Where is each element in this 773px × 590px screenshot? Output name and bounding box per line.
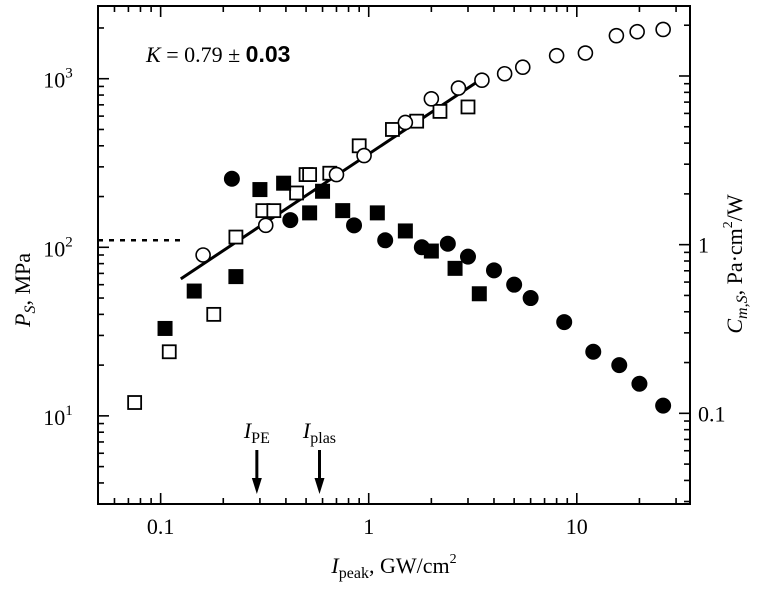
open-square-point <box>266 203 282 219</box>
open-circle-point <box>195 247 211 263</box>
y-tick-label: 101 <box>43 403 73 430</box>
open-square-point <box>127 395 143 410</box>
open-circle-point <box>514 59 531 76</box>
filled-circle-point <box>346 217 363 234</box>
filled-square-point <box>228 269 244 285</box>
x-tick-label: 1 <box>363 514 374 539</box>
y2-tick-label: 1 <box>698 233 709 258</box>
y2-axis-label-rest: , Pa·cm <box>722 228 747 295</box>
filled-square-point <box>157 320 173 336</box>
y2-tick-label: 0.1 <box>698 401 726 426</box>
open-circle-point <box>608 27 625 44</box>
x-axis-label-main: I <box>330 553 340 578</box>
open-circle-point <box>356 147 372 164</box>
open-circle-point <box>257 217 274 234</box>
y-axis-label-main: P <box>10 314 35 328</box>
open-square-point <box>161 344 177 360</box>
filled-circle-point <box>655 397 672 414</box>
y2-axis-label-rest2: /W <box>722 194 747 221</box>
filled-square-point <box>302 205 318 221</box>
filled-square-point <box>471 286 487 302</box>
y-tick-label: 103 <box>43 66 73 93</box>
x-axis-label-sup: 2 <box>450 552 457 567</box>
open-square-point <box>385 122 400 137</box>
filled-circle-point <box>413 239 430 256</box>
filled-circle-point <box>377 232 394 249</box>
axis-labels: Ipeak, GW/cm2 PS, MPa Cm,S, Pa·cm2/W K =… <box>10 41 751 582</box>
x-tick-label: 10 <box>566 514 588 539</box>
open-square-point <box>432 103 448 119</box>
arrow-label: Iplas <box>302 418 336 447</box>
filled-square-point <box>315 183 331 199</box>
filled-square-point <box>369 205 385 221</box>
arrow-head <box>314 478 325 494</box>
y-axis-label-sub: S <box>22 306 39 314</box>
filled-square-point <box>252 182 268 198</box>
filled-square-point <box>335 203 351 219</box>
filled-square-point <box>276 175 292 191</box>
plot-frame <box>97 5 691 505</box>
filled-circle-point <box>282 212 299 229</box>
filled-circle-point <box>439 235 456 252</box>
open-circle-point <box>397 114 414 131</box>
filled-circle-point <box>506 276 523 293</box>
open-square-point <box>206 306 222 322</box>
filled-circle-point <box>611 357 628 374</box>
y-axis-label-rest: , MPa <box>10 253 35 306</box>
open-circle-point <box>655 21 671 38</box>
x-axis-label: Ipeak, GW/cm2 <box>330 552 456 582</box>
filled-circle-point <box>522 290 539 307</box>
y-tick-label: 102 <box>43 234 73 261</box>
open-circle-point <box>328 166 345 183</box>
filled-circle-point <box>459 248 476 265</box>
y2-axis-label-main: C <box>722 319 747 334</box>
open-circle-point <box>496 65 513 82</box>
filled-circle-point <box>556 314 573 331</box>
filled-square-point <box>397 223 413 239</box>
x-tick-label: 0.1 <box>147 514 175 539</box>
axis-ticks: 0.1 1 10 101 102 103 0.1 1 <box>43 6 726 539</box>
filled-circle-point <box>485 262 502 279</box>
open-circle-point <box>548 47 565 64</box>
y2-axis-label-sup: 2 <box>721 221 736 228</box>
filled-square-point <box>447 260 463 276</box>
y-axis-label: PS, MPa <box>10 253 39 328</box>
y2-axis-label-sub: m,S <box>734 295 751 319</box>
open-circle-point <box>474 72 490 88</box>
threshold-arrows: IPE Iplas <box>243 418 336 494</box>
open-square-point <box>228 229 244 245</box>
k-error: 0.03 <box>246 41 291 67</box>
filled-square-point <box>186 283 202 299</box>
filled-circle-point <box>631 375 648 392</box>
k-value: = 0.79 ± <box>161 42 246 67</box>
k-annotation: K = 0.79 ± 0.03 <box>145 41 290 67</box>
x-axis-label-sub: peak <box>339 565 369 582</box>
open-square-point <box>302 167 318 182</box>
x-axis-label-rest: , GW/cm <box>369 553 450 578</box>
y2-axis-label: Cm,S, Pa·cm2/W <box>721 194 751 334</box>
open-square-point <box>460 99 476 115</box>
open-circle-point <box>577 45 594 61</box>
open-circle-point <box>423 91 440 107</box>
arrow-head <box>251 478 262 494</box>
k-symbol: K <box>145 42 162 67</box>
open-square-point <box>289 185 304 201</box>
data-points <box>127 21 672 414</box>
arrow-label: IPE <box>243 418 270 447</box>
filled-circle-point <box>585 343 602 360</box>
filled-circle-point <box>223 170 240 187</box>
open-circle-point <box>629 23 645 40</box>
open-circle-point <box>450 80 467 96</box>
